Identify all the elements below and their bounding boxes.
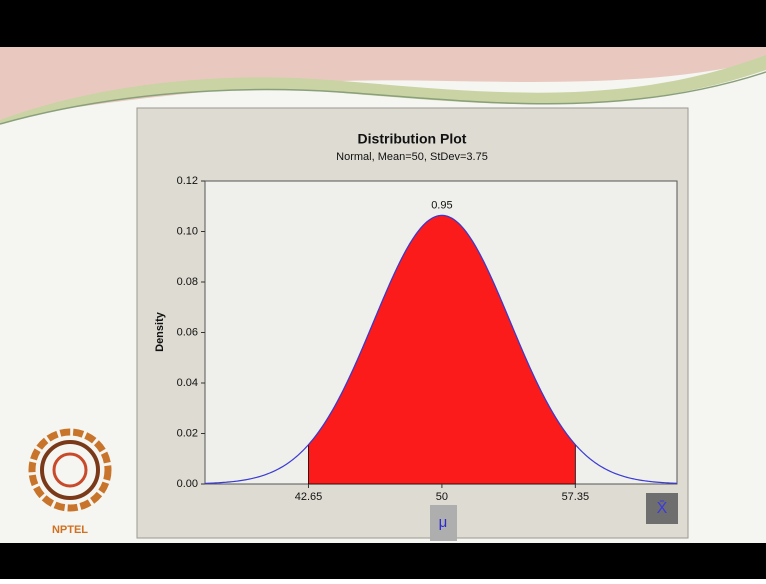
area-label: 0.95 (431, 199, 452, 211)
y-axis-label: Density (154, 311, 166, 352)
x-tick-label: 50 (436, 491, 448, 503)
mu-marker: μ (439, 514, 448, 531)
chart-subtitle: Normal, Mean=50, StDev=3.75 (336, 151, 488, 163)
x-tick-label: 42.65 (295, 491, 323, 503)
top-bar (0, 0, 766, 47)
y-tick-label: 0.06 (177, 326, 198, 338)
chart-title: Distribution Plot (358, 131, 467, 147)
x-tick-label: 57.35 (562, 491, 590, 503)
y-tick-label: 0.02 (177, 427, 198, 439)
y-tick-label: 0.04 (177, 377, 198, 389)
y-tick-label: 0.00 (177, 478, 198, 490)
xbar-marker: X̄ (657, 500, 668, 517)
plot: 0.95 0.00 0.02 0.04 0.06 0.08 0.10 0.12 42.65 50 5… (177, 175, 677, 503)
slide: Distribution Plot Normal, Mean=50, StDev… (0, 0, 766, 579)
y-tick-label: 0.12 (177, 175, 198, 187)
y-tick-label: 0.08 (177, 276, 198, 288)
y-tick-label: 0.10 (177, 225, 198, 237)
bottom-bar (0, 543, 766, 579)
logo-text: NPTEL (52, 524, 88, 536)
